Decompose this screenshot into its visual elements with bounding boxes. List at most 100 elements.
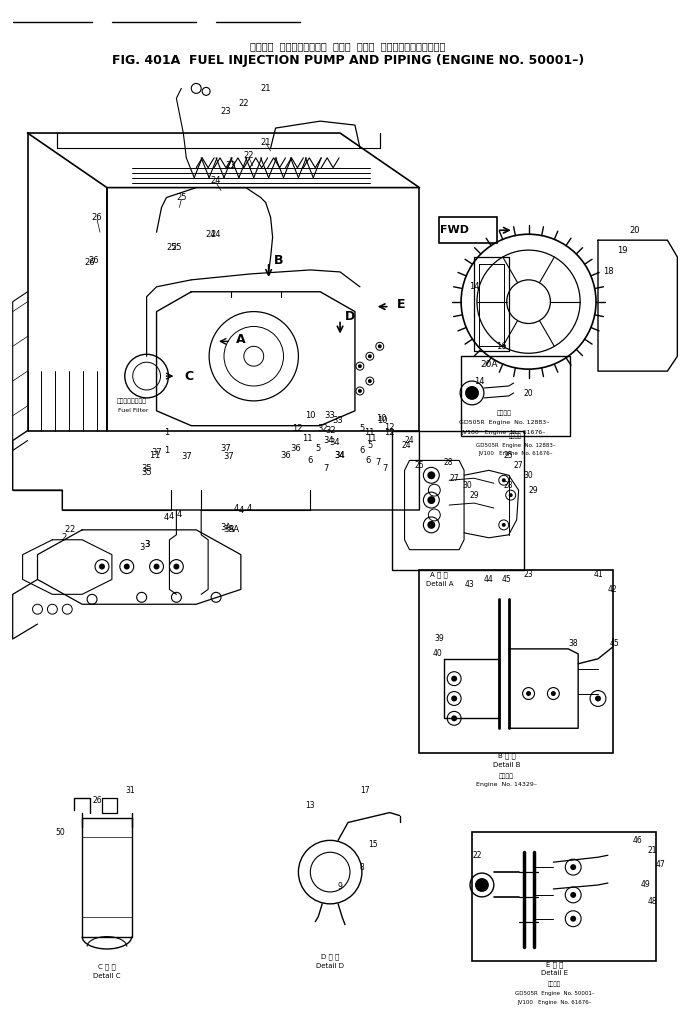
Text: 30: 30 <box>462 480 472 490</box>
Text: 34: 34 <box>330 438 340 447</box>
Text: 24: 24 <box>405 436 414 445</box>
Text: Detail D: Detail D <box>316 964 344 969</box>
Text: 5: 5 <box>316 444 321 453</box>
Text: 25: 25 <box>176 193 187 202</box>
Text: D: D <box>345 310 355 323</box>
Text: 12: 12 <box>292 424 302 433</box>
Text: 32: 32 <box>325 426 335 435</box>
Text: 5: 5 <box>367 442 372 450</box>
Text: 7: 7 <box>375 458 381 467</box>
Text: 33: 33 <box>325 411 335 420</box>
Text: 36: 36 <box>290 444 301 453</box>
Text: 10: 10 <box>376 414 387 423</box>
Text: 24: 24 <box>210 230 222 239</box>
Text: 8: 8 <box>360 863 365 872</box>
Text: GD505R  Engine  No. 12883–: GD505R Engine No. 12883– <box>459 420 549 425</box>
Circle shape <box>358 364 362 368</box>
Text: 適用号番: 適用号番 <box>499 773 514 779</box>
Circle shape <box>570 892 576 898</box>
Text: 2: 2 <box>65 525 70 535</box>
Text: 39: 39 <box>434 635 444 644</box>
Text: 18: 18 <box>603 268 613 276</box>
Text: 3: 3 <box>144 541 149 549</box>
Circle shape <box>509 494 513 497</box>
Text: GD505R  Engine  No. 12883–: GD505R Engine No. 12883– <box>476 443 556 448</box>
Text: 11: 11 <box>365 428 375 437</box>
Text: 4: 4 <box>238 506 243 514</box>
Text: 26: 26 <box>85 258 95 267</box>
Circle shape <box>427 496 436 504</box>
Text: フュエルフィルタ: フュエルフィルタ <box>116 399 147 404</box>
Text: 20: 20 <box>523 389 533 399</box>
Text: 24: 24 <box>401 442 411 450</box>
Text: 13: 13 <box>305 801 315 810</box>
Text: 46: 46 <box>633 836 643 845</box>
Text: 45: 45 <box>502 575 512 584</box>
Circle shape <box>427 471 436 479</box>
Text: 7: 7 <box>382 464 388 473</box>
Text: 50: 50 <box>56 828 66 837</box>
Text: 22: 22 <box>473 850 482 860</box>
Text: 37: 37 <box>224 452 234 461</box>
Text: 22: 22 <box>238 99 249 107</box>
Text: 45: 45 <box>610 640 620 648</box>
Text: JV100   Engine  No. 61676–: JV100 Engine No. 61676– <box>517 1000 592 1005</box>
Text: 2: 2 <box>61 533 67 543</box>
Text: 47: 47 <box>656 860 666 869</box>
Text: 5: 5 <box>359 424 365 433</box>
Text: 3A: 3A <box>220 523 231 532</box>
Text: B: B <box>274 253 283 267</box>
Circle shape <box>378 344 382 349</box>
Text: 1: 1 <box>154 451 159 460</box>
Text: 43: 43 <box>464 579 474 589</box>
Text: 11: 11 <box>302 434 312 444</box>
Text: 1: 1 <box>164 446 169 455</box>
Text: D 詳 細: D 詳 細 <box>321 954 339 960</box>
Text: 26: 26 <box>92 213 102 222</box>
Text: 25: 25 <box>504 451 514 460</box>
Text: 17: 17 <box>360 786 369 795</box>
Circle shape <box>358 389 362 392</box>
Text: 31: 31 <box>125 786 135 795</box>
Text: 19: 19 <box>618 245 628 254</box>
Text: 44: 44 <box>484 575 493 584</box>
Bar <box>461 357 570 435</box>
Text: 12: 12 <box>385 423 395 432</box>
Text: Fuel Filter: Fuel Filter <box>118 409 149 413</box>
Text: 21: 21 <box>261 138 271 147</box>
Bar <box>472 832 656 962</box>
Circle shape <box>502 523 506 527</box>
Text: 34: 34 <box>335 451 346 460</box>
Text: 33: 33 <box>332 416 344 425</box>
Text: 28: 28 <box>443 458 453 467</box>
Text: A 詳 細: A 詳 細 <box>430 571 448 577</box>
Text: 23: 23 <box>221 106 231 115</box>
Circle shape <box>99 563 105 569</box>
Circle shape <box>570 916 576 922</box>
Text: 4: 4 <box>233 504 238 512</box>
Text: E 詳 細: E 詳 細 <box>546 961 563 968</box>
Text: 23: 23 <box>523 570 533 579</box>
Text: 1: 1 <box>149 451 154 460</box>
Text: 3A: 3A <box>229 525 240 535</box>
Text: 6: 6 <box>365 456 371 465</box>
Bar <box>420 569 613 753</box>
Text: 24: 24 <box>206 230 216 239</box>
Circle shape <box>551 691 556 696</box>
Text: 4: 4 <box>246 504 252 512</box>
Text: 37: 37 <box>221 444 231 453</box>
Text: 26: 26 <box>92 796 102 805</box>
Circle shape <box>174 563 179 569</box>
Text: 3: 3 <box>144 541 149 549</box>
Text: C 詳 細: C 詳 細 <box>98 963 116 970</box>
Bar <box>392 430 523 569</box>
Circle shape <box>427 521 436 528</box>
Text: 6: 6 <box>307 456 313 465</box>
Text: JV100   Engine  No. 61676–: JV100 Engine No. 61676– <box>461 430 546 435</box>
Text: 41: 41 <box>593 570 603 579</box>
Text: 4: 4 <box>177 510 182 519</box>
Text: 11: 11 <box>367 434 377 444</box>
Bar <box>439 218 497 243</box>
Text: 37: 37 <box>151 448 162 457</box>
Text: A: A <box>236 333 245 345</box>
